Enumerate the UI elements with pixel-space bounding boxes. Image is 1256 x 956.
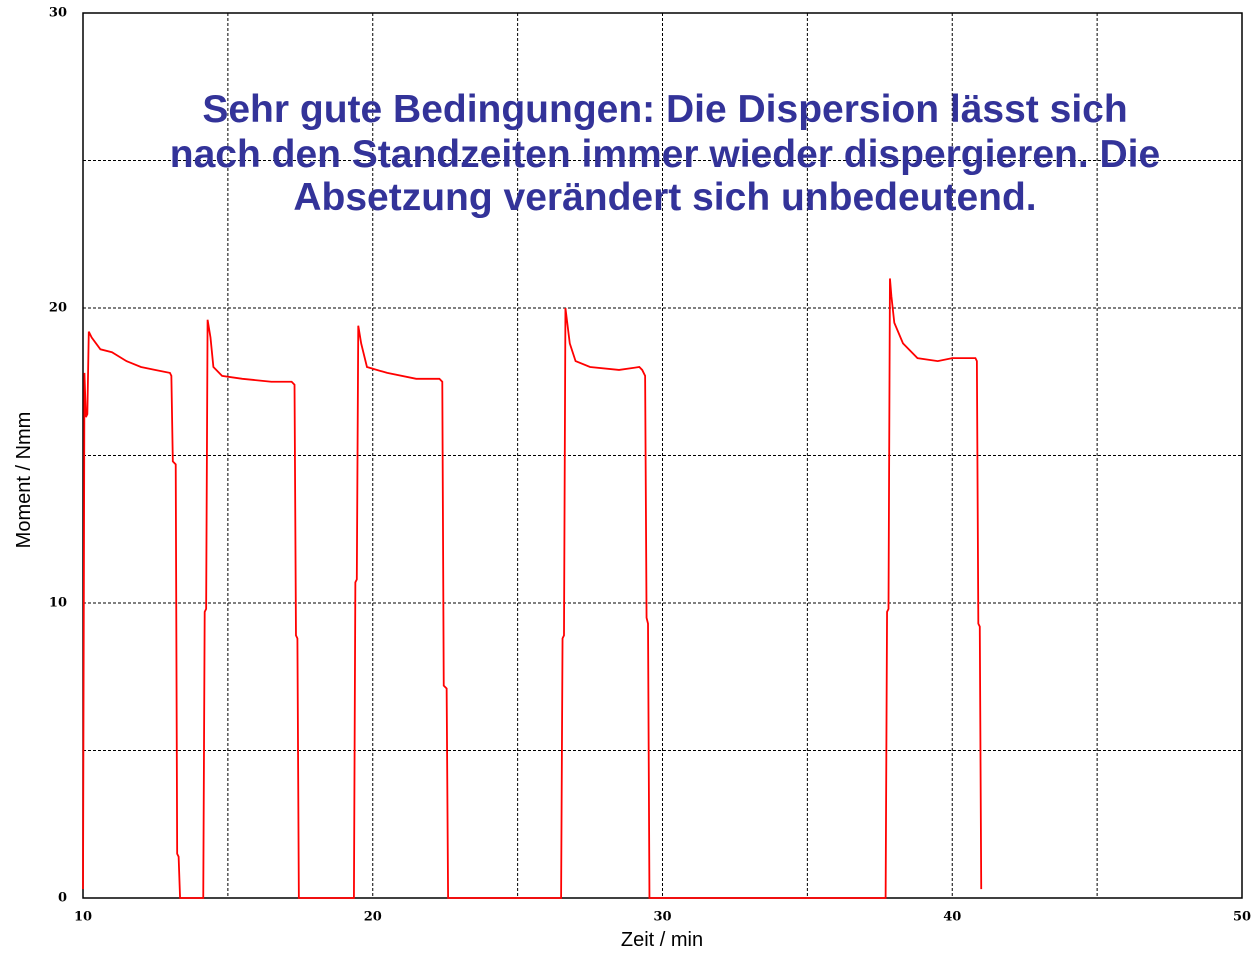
- x-tick-label: 30: [653, 910, 671, 925]
- y-tick-label: 10: [49, 596, 67, 611]
- x-tick-label: 20: [364, 910, 382, 925]
- y-tick-label: 30: [49, 6, 67, 21]
- x-axis-label: Zeit / min: [621, 929, 703, 951]
- x-tick-label: 10: [74, 910, 92, 925]
- x-tick-label: 50: [1233, 910, 1251, 925]
- y-axis-label: Moment / Nmm: [13, 412, 35, 549]
- chart-title: Absetzung verändert sich unbedeutend.: [293, 176, 1036, 219]
- data-line: [82, 278, 983, 899]
- y-tick-label: 20: [49, 301, 67, 316]
- chart-title: Sehr gute Bedingungen: Die Dispersion lä…: [202, 88, 1127, 131]
- y-tick-label: 0: [58, 891, 67, 906]
- x-tick-label: 40: [943, 910, 961, 925]
- chart-title: nach den Standzeiten immer wieder disper…: [170, 133, 1160, 176]
